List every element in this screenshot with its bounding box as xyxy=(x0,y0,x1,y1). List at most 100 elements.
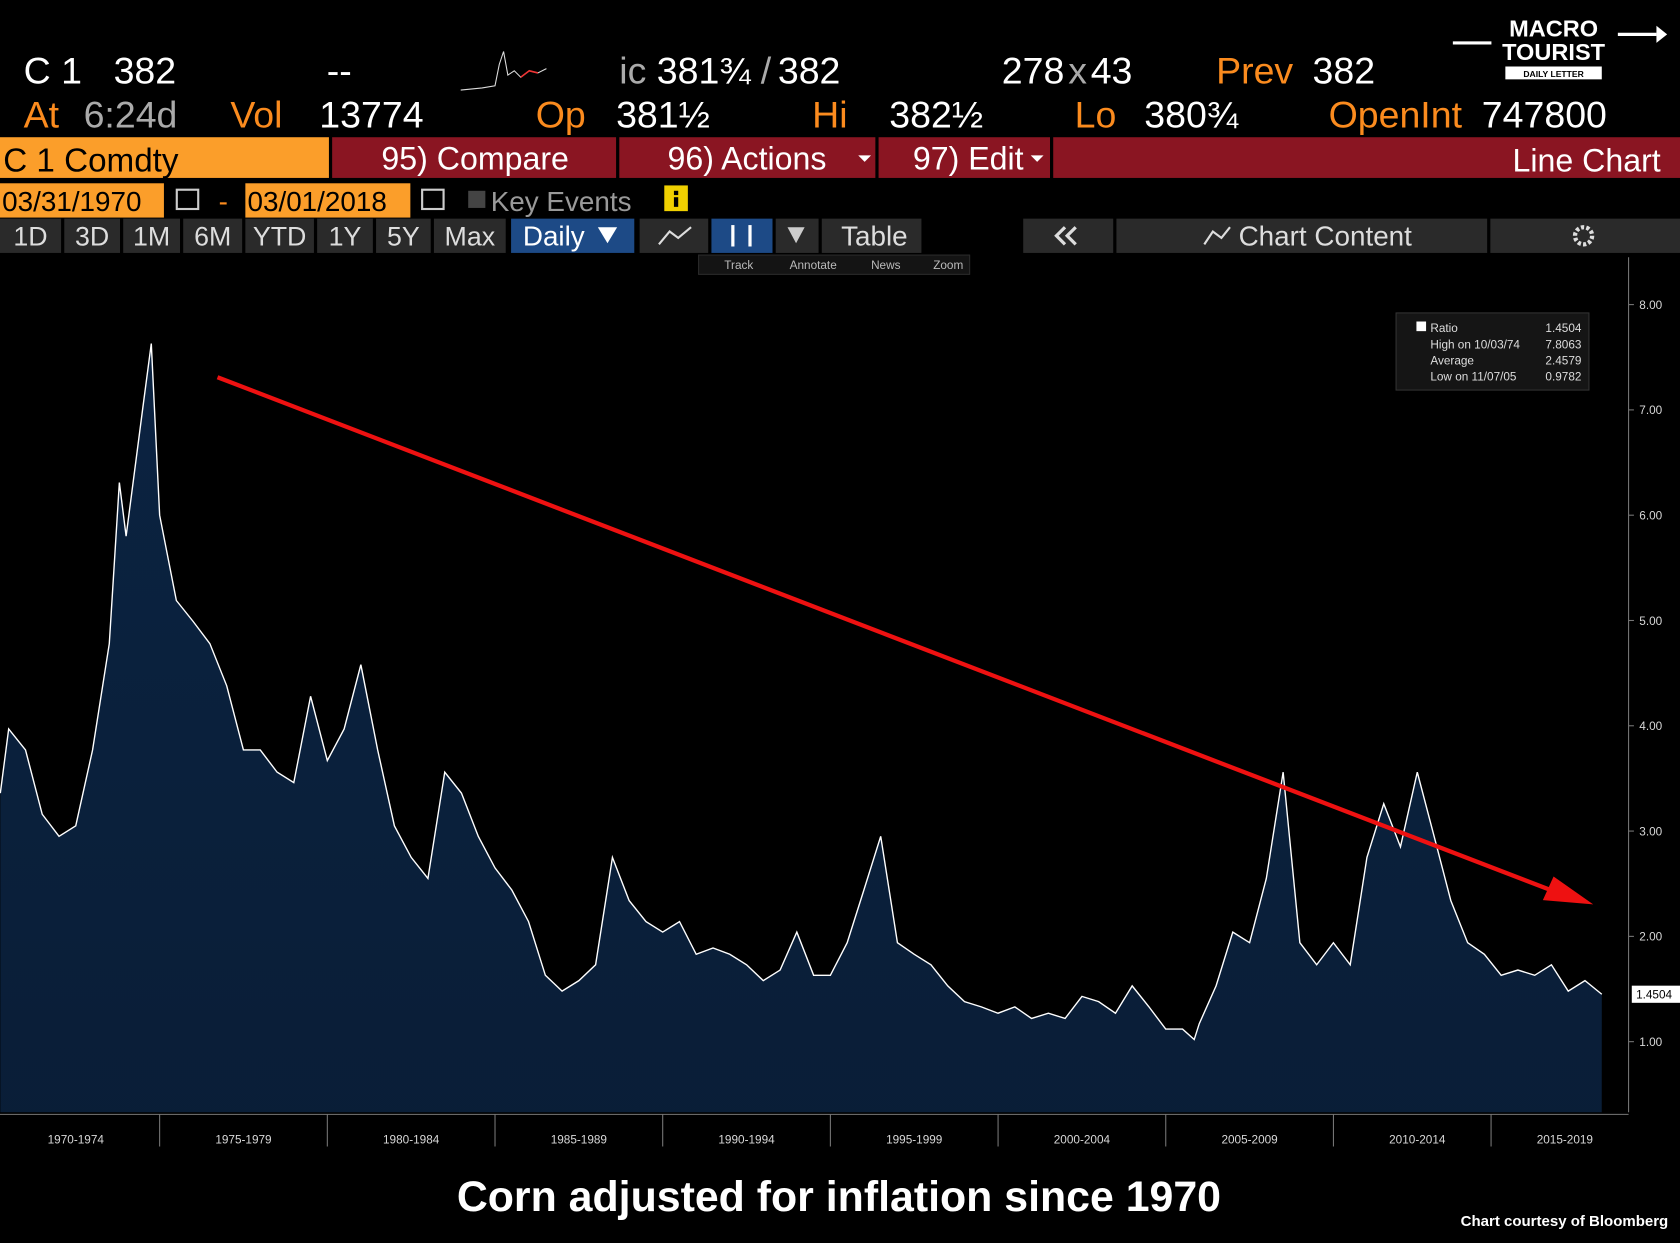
chart-content-button[interactable] xyxy=(1116,218,1488,253)
oi-label: OpenInt xyxy=(1329,94,1463,136)
chart-tool[interactable]: Annotate xyxy=(790,259,838,272)
period-label[interactable]: YTD xyxy=(253,221,307,251)
end-date-box[interactable] xyxy=(245,183,411,218)
period-button[interactable] xyxy=(64,218,120,253)
chart-tool[interactable]: News xyxy=(871,259,901,272)
actions-label[interactable]: 96) Actions xyxy=(668,140,827,176)
chart-content-icon xyxy=(1203,226,1231,245)
compare-label[interactable]: 95) Compare xyxy=(381,140,568,176)
dropdown-icon xyxy=(858,155,872,162)
time-label: At xyxy=(24,94,60,136)
oi: 747800 xyxy=(1482,94,1607,136)
frequency[interactable]: Daily xyxy=(523,220,585,251)
time: 6:24d xyxy=(84,94,178,136)
chart-tool[interactable]: Track xyxy=(724,259,753,272)
settings-icon xyxy=(1572,225,1595,247)
table[interactable]: Table xyxy=(841,220,908,251)
calendar-icon[interactable] xyxy=(175,188,200,211)
stats-row: At 6:24d Vol 13774 Op 381½ Hi 382½ Lo 38… xyxy=(24,94,1607,136)
frequency-button[interactable] xyxy=(511,218,635,253)
period-label[interactable]: 6M xyxy=(194,221,231,251)
y-tick-label: 4.00 xyxy=(1639,720,1662,733)
stat-value: 1.4504 xyxy=(1545,322,1581,335)
stats-panel xyxy=(1395,312,1590,391)
edit-button[interactable] xyxy=(878,137,1050,178)
date-row: 03/31/1970 - 03/01/2018 Key Events xyxy=(0,183,688,218)
caption: Corn adjusted for inflation since 1970 xyxy=(457,1173,1221,1221)
line-icon xyxy=(658,226,692,246)
key-events[interactable]: Key Events xyxy=(491,186,632,217)
x-tick-label: 2005-2009 xyxy=(1221,1133,1277,1146)
y-tick-label: 1.00 xyxy=(1639,1036,1662,1049)
chart-type: Line Chart xyxy=(1512,142,1660,178)
open: 381½ xyxy=(616,94,710,136)
period-button[interactable] xyxy=(123,218,180,253)
collapse-icon xyxy=(1054,226,1067,246)
ticker: C 1 xyxy=(24,50,82,92)
change: -- xyxy=(327,50,352,92)
toolbar: C 1 Comdty 95) Compare 96) Actions 97) E… xyxy=(0,137,1680,179)
stat-value: 0.9782 xyxy=(1545,370,1581,383)
period-label[interactable]: 1Y xyxy=(329,221,362,251)
series-swatch xyxy=(1416,321,1427,332)
logo-line2: TOURIST xyxy=(1502,39,1606,65)
stat-label: High on 10/03/74 xyxy=(1430,338,1520,351)
checkbox[interactable] xyxy=(468,190,486,208)
x-tick-label: 2000-2004 xyxy=(1054,1133,1111,1146)
period-label[interactable]: 1D xyxy=(13,221,47,251)
chart-content[interactable]: Chart Content xyxy=(1239,220,1413,251)
chart-type-bar xyxy=(1053,137,1680,178)
chart: 1.4504 1.00 2.00 3.00 4.00 5.00 6.00 7.00 8.00 19… xyxy=(0,257,1680,1147)
start-date-box[interactable] xyxy=(0,183,164,218)
y-tick-label: 8.00 xyxy=(1639,299,1662,312)
logo-line3: DAILY LETTER xyxy=(1523,69,1584,79)
trend-arrow xyxy=(216,375,1594,905)
stat-value: 7.8063 xyxy=(1545,338,1581,351)
low: 380¾ xyxy=(1144,94,1239,136)
period-button[interactable] xyxy=(245,218,314,253)
chart-tool[interactable]: Zoom xyxy=(933,259,963,272)
info-icon-bar xyxy=(673,197,679,207)
line xyxy=(0,343,1603,1041)
x-tick-label: 2015-2019 xyxy=(1537,1133,1593,1146)
security[interactable]: C 1 Comdty xyxy=(3,142,179,179)
x-tick-label: 1990-1994 xyxy=(718,1133,775,1146)
last-value-tag xyxy=(1631,985,1680,1003)
actions-button[interactable] xyxy=(619,137,876,178)
bar-icon-button[interactable] xyxy=(711,218,773,253)
period-button[interactable] xyxy=(433,218,506,253)
table-button[interactable] xyxy=(821,218,922,253)
x-tick-label: 1980-1984 xyxy=(383,1133,440,1146)
period-button[interactable] xyxy=(183,218,243,253)
calendar-icon[interactable] xyxy=(421,188,445,211)
settings-button[interactable] xyxy=(1490,218,1680,253)
info-icon-dot xyxy=(673,190,679,196)
period-label[interactable]: 5Y xyxy=(387,221,420,251)
logo-line1: MACRO xyxy=(1509,15,1598,41)
period-button[interactable] xyxy=(317,218,373,253)
y-tick-label: 5.00 xyxy=(1639,615,1662,628)
trend-line xyxy=(216,375,1561,896)
period-label[interactable]: 1M xyxy=(133,221,170,251)
stats-box: Ratio 1.4504 High on 10/03/74 7.8063 Average… xyxy=(1395,312,1590,391)
security-box[interactable] xyxy=(0,137,329,178)
end-date[interactable]: 03/01/2018 xyxy=(247,186,386,217)
logo-arrowhead xyxy=(1656,25,1668,43)
start-date[interactable]: 03/31/1970 xyxy=(2,186,141,217)
period-label[interactable]: Max xyxy=(445,221,496,251)
vol-label: Vol xyxy=(230,94,282,136)
edit-label[interactable]: 97) Edit xyxy=(913,140,1024,176)
period-button[interactable] xyxy=(0,218,62,253)
credit: Chart courtesy of Bloomberg xyxy=(1461,1213,1669,1230)
low-label: Lo xyxy=(1075,94,1117,136)
period-button[interactable] xyxy=(376,218,431,253)
x-tick-label: 1995-1999 xyxy=(886,1133,942,1146)
y-tick-label: 7.00 xyxy=(1639,404,1662,417)
compare-button[interactable] xyxy=(332,137,617,178)
period-label[interactable]: 3D xyxy=(75,221,109,251)
date-separator: - xyxy=(219,186,228,217)
sparkline-down xyxy=(520,69,539,78)
ask: 382 xyxy=(778,50,841,92)
logo: MACRO TOURIST DAILY LETTER xyxy=(1452,15,1668,80)
